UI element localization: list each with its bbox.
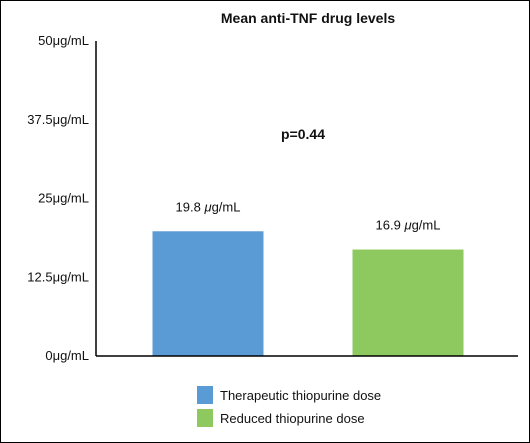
chart-title: Mean anti-TNF drug levels	[221, 10, 395, 26]
bar-value-label: 16.9 μg/mL	[376, 218, 441, 233]
data-labels: 19.8 μg/mL 16.9 μg/mL	[176, 199, 441, 232]
legend-label: Reduced thiopurine dose	[220, 411, 365, 426]
bar	[152, 231, 264, 356]
y-tick-label: 25μg/mL	[38, 191, 89, 206]
y-tick-label: 50μg/mL	[38, 33, 89, 48]
legend: Therapeutic thiopurine dose Reduced thiop…	[197, 386, 381, 427]
y-tick-label: 0μg/mL	[45, 348, 89, 363]
legend-label: Therapeutic thiopurine dose	[220, 388, 381, 403]
bars	[152, 231, 464, 356]
y-tick-labels: 0μg/mL 12.5μg/mL 25μg/mL 37.5μg/mL 50μg/mL	[27, 33, 89, 363]
y-tick-label: 12.5μg/mL	[27, 269, 89, 284]
bar-value-label: 19.8 μg/mL	[176, 199, 241, 214]
legend-swatch	[197, 386, 213, 404]
y-tick-label: 37.5μg/mL	[27, 112, 89, 127]
legend-swatch	[197, 409, 213, 427]
bar	[352, 249, 464, 356]
p-value-annotation: p=0.44	[281, 126, 325, 142]
